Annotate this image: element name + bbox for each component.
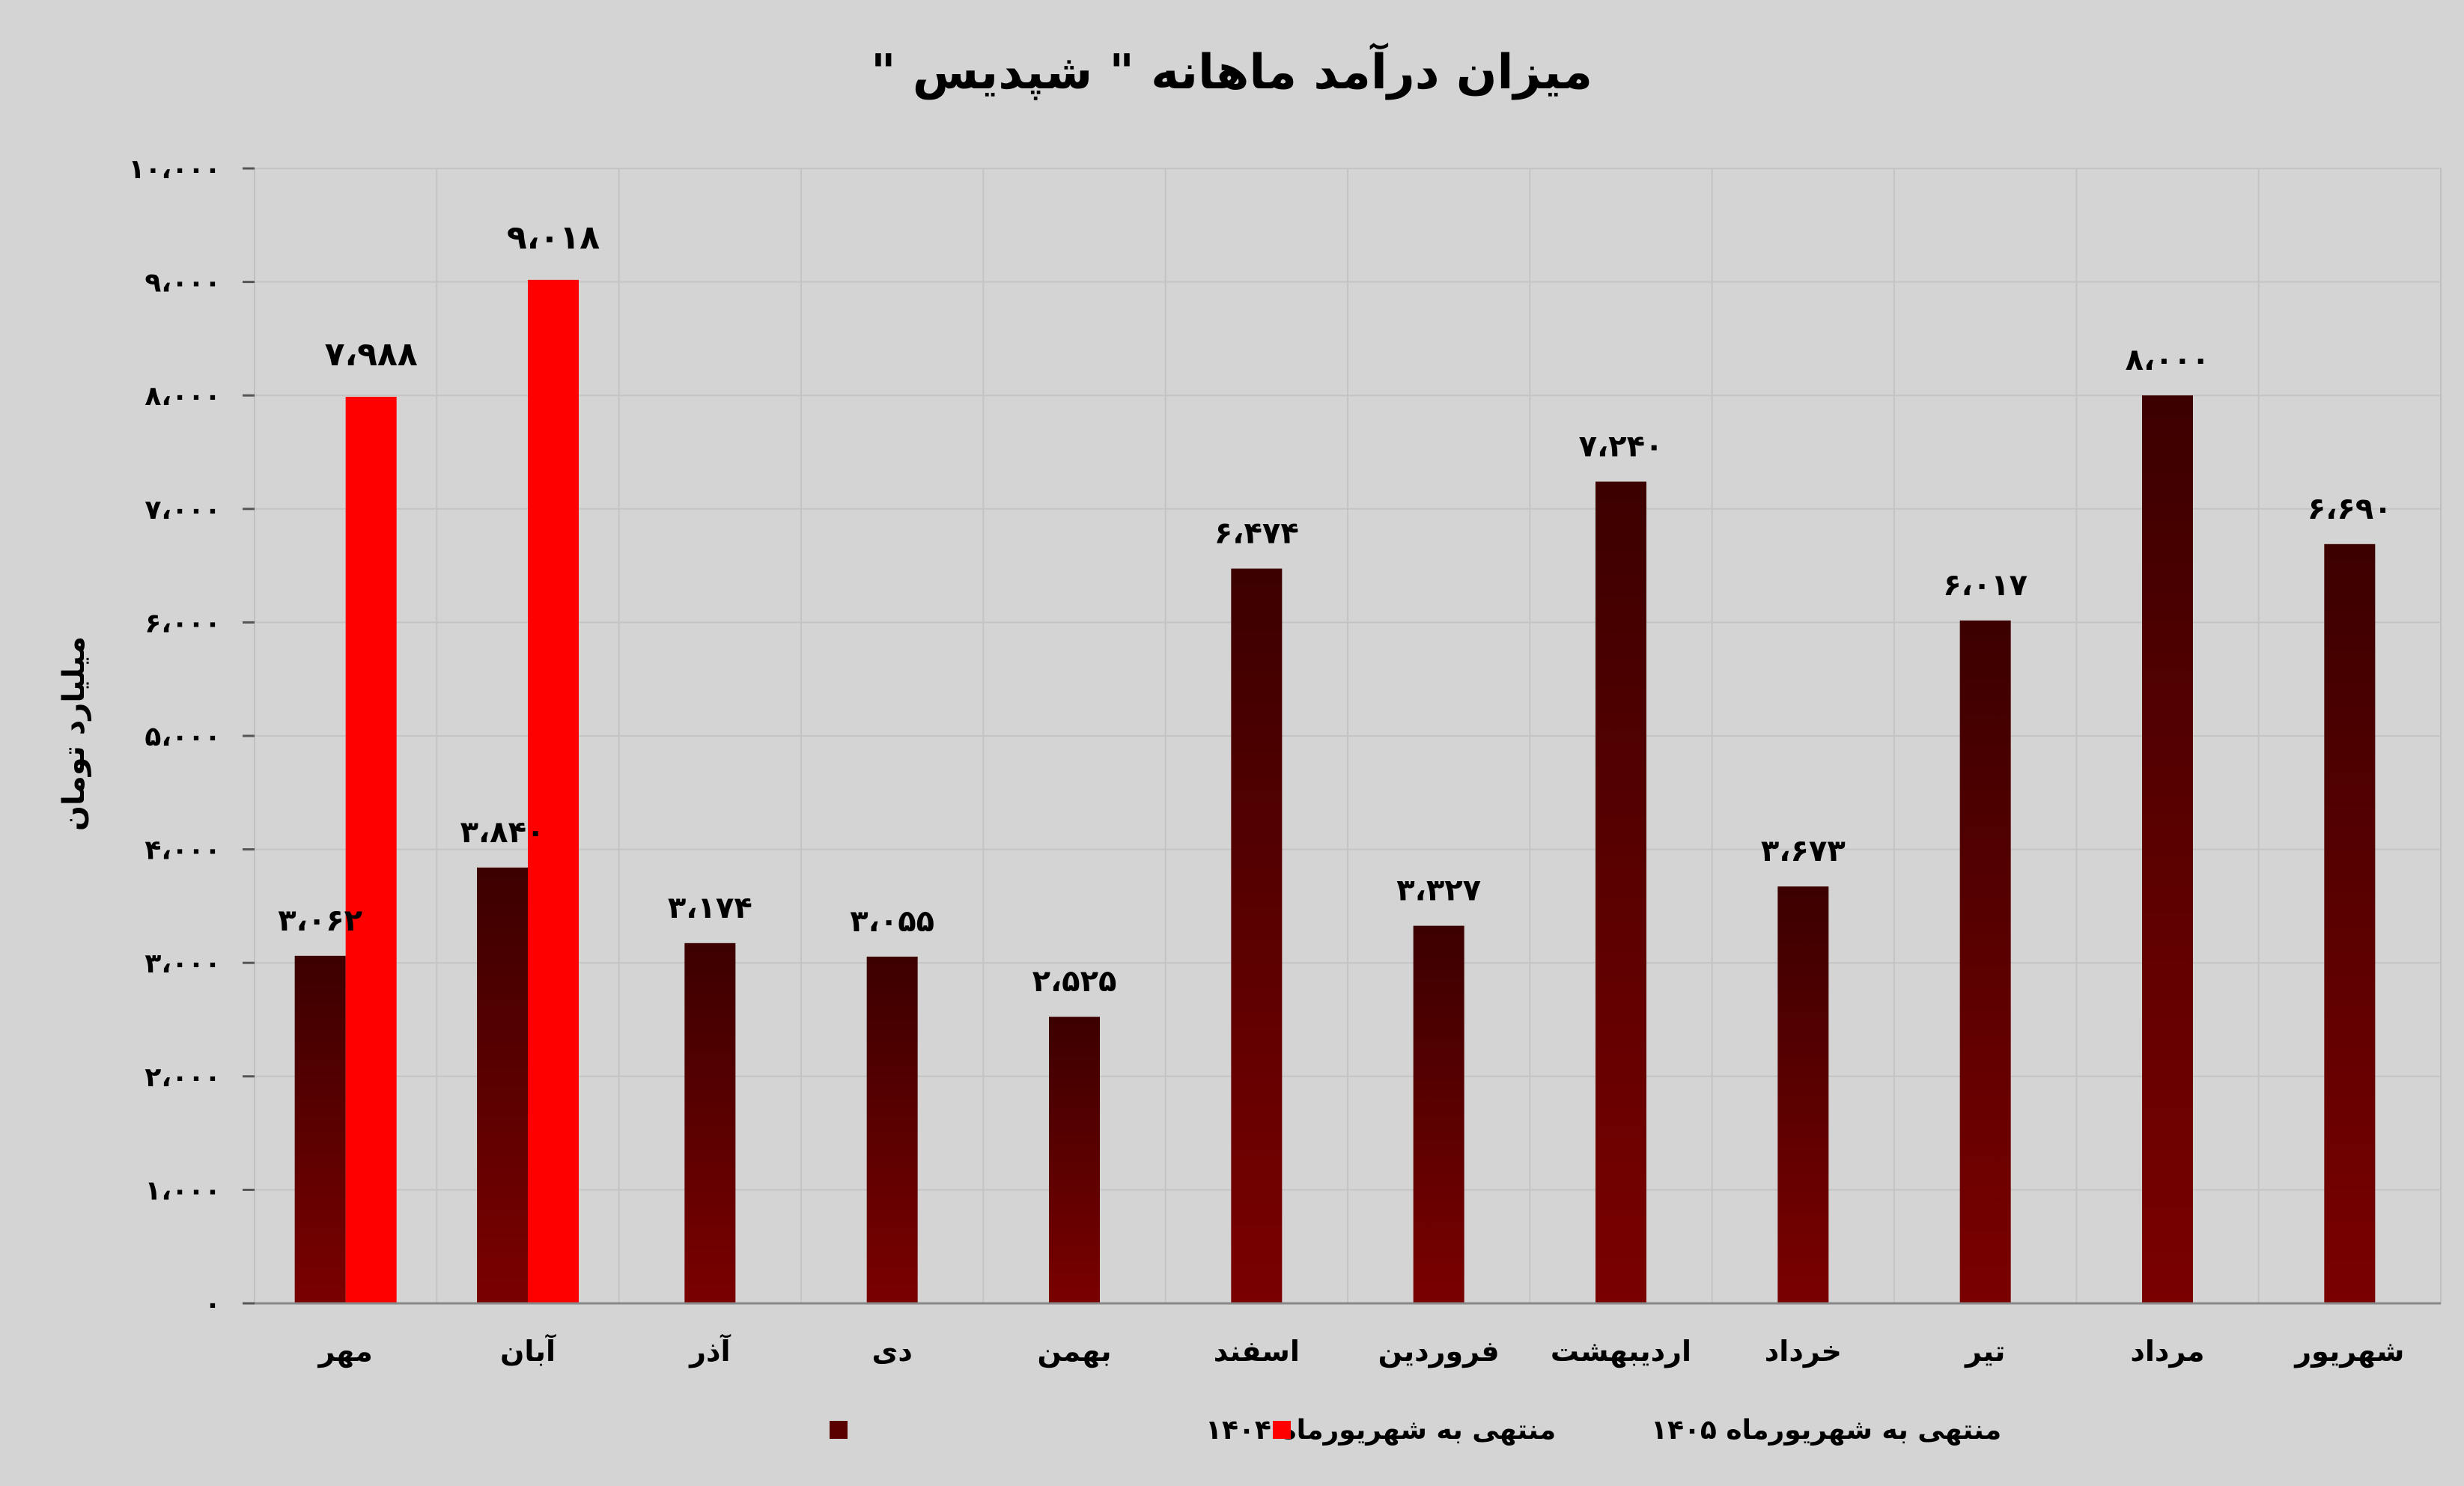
y-tick-label: ۱۰،۰۰۰: [128, 154, 221, 185]
bar-1404: [477, 867, 528, 1303]
data-label-1404: ۳،۶۷۳: [1761, 834, 1846, 868]
data-label-1404: ۳،۰۶۲: [278, 904, 362, 938]
y-tick-label: ۳،۰۰۰: [145, 948, 221, 979]
data-label-1404: ۶،۶۹۰: [2308, 492, 2392, 526]
data-label-1405: ۷،۹۸۸: [325, 335, 418, 374]
data-label-1404: ۷،۲۴۰: [1579, 429, 1664, 463]
x-tick-label: دی: [872, 1335, 913, 1368]
x-tick-label: اردیبهشت: [1551, 1335, 1691, 1368]
data-label-1404: ۳،۳۲۷: [1396, 874, 1481, 908]
x-tick-label: اسفند: [1214, 1335, 1300, 1368]
y-tick-label: ۰: [204, 1289, 221, 1320]
bar-1405: [528, 279, 579, 1303]
x-tick-label: مرداد: [2130, 1335, 2204, 1368]
y-tick-label: ۸،۰۰۰: [145, 381, 221, 412]
x-tick-label: تیر: [1964, 1335, 2005, 1368]
data-label-1404: ۸،۰۰۰: [2126, 343, 2210, 377]
bar-1404: [1049, 1017, 1100, 1303]
chart-title: میزان درآمد ماهانه " شپدیس ": [871, 42, 1593, 100]
bar-1404: [866, 956, 918, 1303]
data-label-1404: ۶،۰۱۷: [1943, 568, 2028, 603]
data-label-1404: ۳،۰۵۵: [850, 904, 934, 939]
bar-1404: [294, 955, 346, 1303]
bar-1404: [1777, 886, 1829, 1303]
data-label-1404: ۶،۴۷۴: [1214, 517, 1299, 551]
bar-1404: [1959, 620, 2011, 1303]
bar-1404: [1595, 481, 1646, 1303]
data-label-1405: ۹،۰۱۸: [507, 219, 600, 257]
legend-label-1404: منتهی به شهریورماه ۱۴۰۴: [1205, 1415, 1556, 1446]
x-tick-label: آذر: [688, 1333, 731, 1368]
x-tick-label: شهریور: [2293, 1335, 2404, 1368]
y-axis-label: میلیارد تومان: [57, 636, 91, 831]
x-tick-label: بهمن: [1037, 1335, 1111, 1368]
y-tick-label: ۹،۰۰۰: [145, 268, 221, 299]
bar-1404: [1413, 925, 1464, 1303]
bar-1404: [1231, 568, 1283, 1303]
x-tick-label: آبان: [500, 1333, 556, 1368]
y-tick-label: ۷،۰۰۰: [145, 495, 221, 526]
data-label-1404: ۲،۵۲۵: [1032, 964, 1117, 999]
x-tick-label: خرداد: [1765, 1335, 1842, 1368]
legend: منتهی به شهریورماه ۱۴۰۴ منتهی به شهریورم…: [830, 1415, 2001, 1446]
y-tick-label: ۲،۰۰۰: [145, 1062, 221, 1093]
data-label-1404: ۳،۸۴۰: [460, 815, 545, 850]
legend-swatch-1404: [830, 1421, 848, 1439]
y-tick-label: ۵،۰۰۰: [145, 722, 221, 752]
bar-1404: [2142, 395, 2193, 1304]
data-label-1404: ۳،۱۷۴: [668, 891, 752, 925]
x-tick-label: فروردین: [1378, 1335, 1500, 1368]
y-tick-label: ۱،۰۰۰: [145, 1175, 221, 1206]
bar-1404: [684, 943, 736, 1303]
y-tick-label: ۴،۰۰۰: [145, 835, 221, 866]
legend-label-1405: منتهی به شهریورماه ۱۴۰۵: [1651, 1415, 2001, 1446]
y-tick-label: ۶،۰۰۰: [145, 608, 221, 639]
legend-swatch-1405: [1273, 1421, 1291, 1439]
bar-1404: [2324, 543, 2376, 1303]
x-tick-label: مهر: [317, 1335, 373, 1368]
bar-1405: [345, 397, 397, 1303]
